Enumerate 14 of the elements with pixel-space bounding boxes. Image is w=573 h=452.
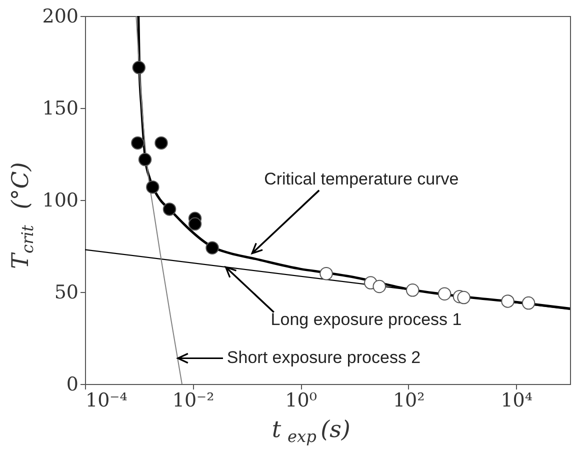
y-tick-label: 50 [54,282,78,304]
x-tick-label: 10⁰ [285,390,318,412]
y-tick-label: 150 [42,98,78,120]
x-tick-label: 10² [392,390,425,412]
annotation: Long exposure process 1 [270,310,462,330]
x-tick-label: 10⁻² [172,390,214,412]
annotation: Short exposure process 2 [226,348,421,368]
y-tick-label: 200 [42,6,78,28]
y-tick-label: 0 [66,374,78,396]
annotation: Critical temperature curve [264,169,459,188]
y-axis-title: Tcrit (°C) [8,162,37,269]
x-tick-label: 10⁴ [500,390,533,412]
x-tick-label: 10⁻⁴ [86,390,128,412]
y-tick-label: 100 [42,190,78,212]
